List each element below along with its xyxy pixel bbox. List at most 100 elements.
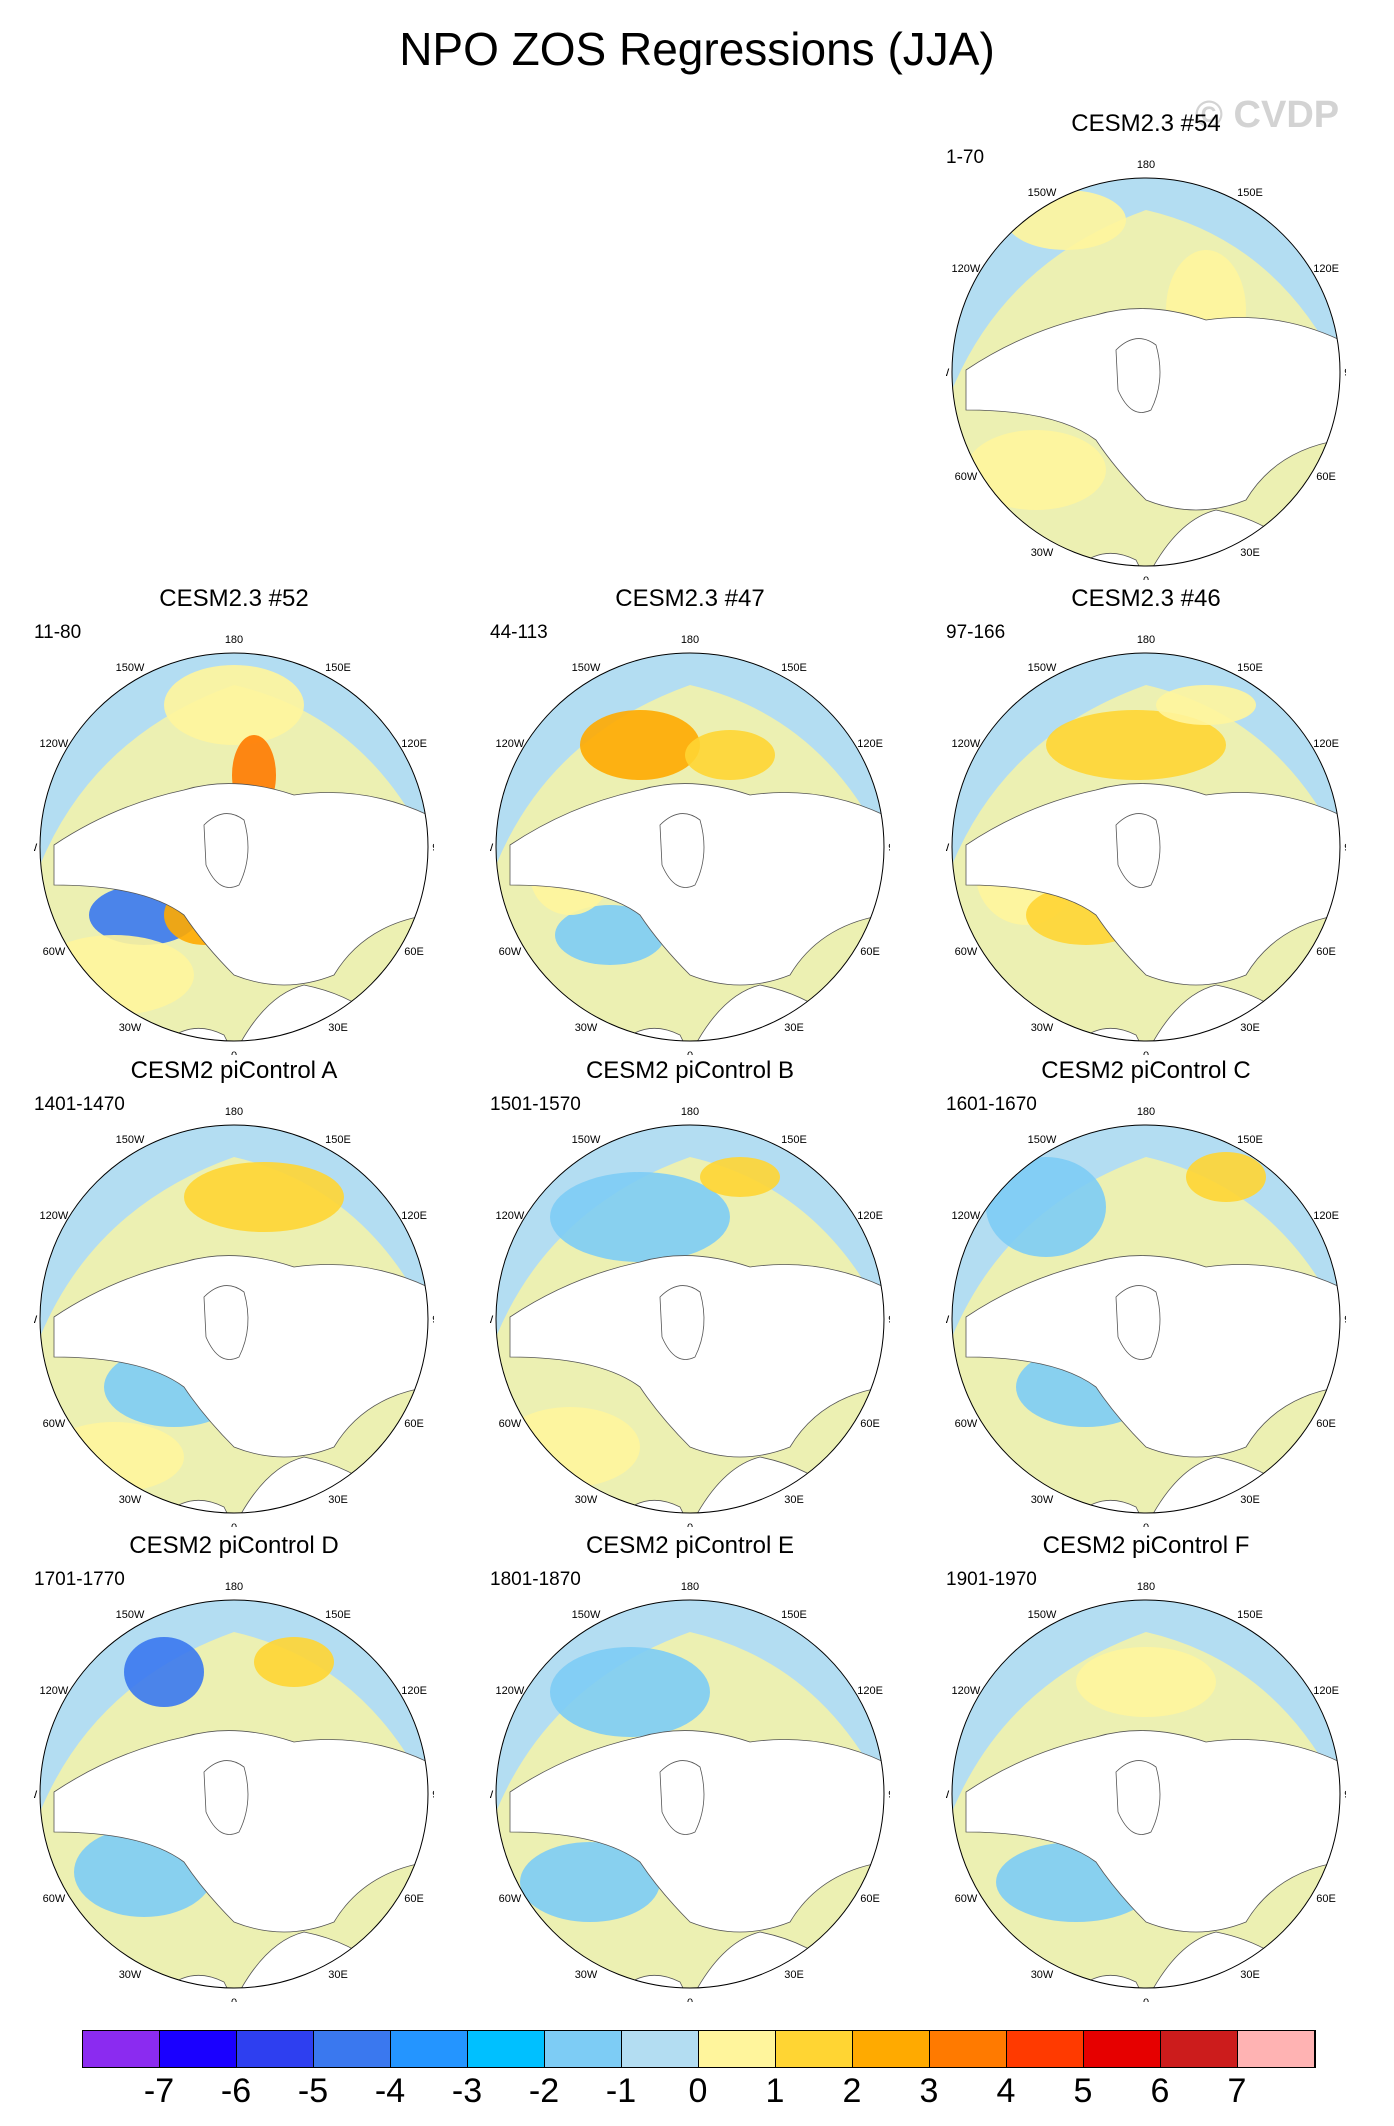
land-mass [509, 783, 884, 986]
longitude-label: 90W [946, 1314, 950, 1326]
colorbar-tick-label: 2 [842, 2072, 862, 2110]
longitude-label: 60W [955, 471, 978, 483]
anomaly-blob [520, 1842, 660, 1922]
longitude-label: 60W [955, 946, 978, 958]
longitude-label: 120W [496, 738, 525, 750]
panel-year-range: 1801-1870 [490, 1569, 581, 1590]
longitude-label: 120W [952, 1210, 981, 1222]
anomaly-blob [124, 1637, 204, 1707]
panel-year-range: 44-113 [490, 622, 548, 643]
longitude-label: 60E [404, 946, 424, 958]
colorbar [82, 2030, 1316, 2068]
longitude-label: 150E [781, 1609, 807, 1621]
land-mass [1065, 1028, 1147, 1041]
land-mass [609, 1500, 691, 1513]
longitude-label: 90W [946, 367, 950, 379]
colorbar-tick-label: -6 [220, 2072, 252, 2110]
longitude-label: 150W [572, 1134, 601, 1146]
longitude-label: 60E [404, 1418, 424, 1430]
longitude-label: 0 [1143, 575, 1149, 580]
map-border [39, 1124, 429, 1514]
colorbar-box [1007, 2031, 1084, 2067]
longitude-label: 150W [1028, 187, 1057, 199]
longitude-label: 30E [328, 1494, 348, 1506]
longitude-label: 90E [432, 1314, 434, 1326]
longitude-label: 0 [231, 1522, 237, 1527]
longitude-label: 150E [781, 662, 807, 674]
longitude-label: 90E [1344, 1314, 1346, 1326]
colorbar-tick-label: -1 [605, 2072, 637, 2110]
longitude-label: 90E [432, 1789, 434, 1801]
map-border [39, 652, 429, 1042]
colorbar-box [160, 2031, 237, 2067]
panel-title: CESM2.3 #46 [1071, 585, 1221, 612]
longitude-label: 180 [225, 634, 243, 646]
colorbar-box [83, 2031, 160, 2067]
anomaly-blob [580, 710, 700, 780]
longitude-label: 30W [1031, 1022, 1054, 1034]
map-border [951, 652, 1341, 1042]
longitude-label: 90E [888, 1789, 890, 1801]
map-border [951, 1599, 1341, 1989]
longitude-label: 60W [955, 1893, 978, 1905]
greenland [1115, 1285, 1161, 1360]
longitude-label: 180 [681, 1106, 699, 1118]
land-mass [53, 783, 428, 986]
land-mass [1065, 553, 1147, 566]
longitude-label: 30W [575, 1022, 598, 1034]
longitude-label: 120W [40, 1685, 69, 1697]
colorbar-tick-label: 7 [1227, 2072, 1247, 2110]
longitude-label: 30W [1031, 547, 1054, 559]
longitude-label: 60W [955, 1418, 978, 1430]
anomaly-blob [1046, 710, 1226, 780]
longitude-label: 120W [40, 738, 69, 750]
longitude-label: 0 [231, 1997, 237, 2002]
longitude-label: 30E [1240, 1494, 1260, 1506]
longitude-label: 120E [857, 738, 883, 750]
longitude-label: 90W [490, 842, 494, 854]
longitude-label: 150E [1237, 187, 1263, 199]
longitude-label: 180 [1137, 159, 1155, 171]
land-mass [965, 1255, 1340, 1458]
panel-year-range: 11-80 [34, 622, 82, 643]
longitude-label: 30E [328, 1022, 348, 1034]
longitude-label: 120E [1313, 263, 1339, 275]
colorbar-box [545, 2031, 622, 2067]
colorbar-box [699, 2031, 776, 2067]
longitude-label: 120W [496, 1210, 525, 1222]
longitude-label: 120E [401, 1685, 427, 1697]
longitude-label: 60W [499, 946, 522, 958]
longitude-label: 30E [1240, 547, 1260, 559]
polar-map: 180 150E 120E 90E 60E 30E 0 30W 60W 90W 120W 150W [34, 1106, 434, 1527]
colorbar-box [314, 2031, 391, 2067]
polar-map: 180 150E 120E 90E 60E 30E 0 30W 60W 90W 120W 150W [946, 1106, 1346, 1527]
anomaly-blob [1006, 190, 1126, 250]
watermark: © CVDP [1195, 94, 1340, 136]
longitude-label: 150W [1028, 662, 1057, 674]
map-border [495, 1124, 885, 1514]
longitude-label: 90E [1344, 367, 1346, 379]
longitude-label: 150W [1028, 1134, 1057, 1146]
longitude-label: 30W [1031, 1494, 1054, 1506]
longitude-label: 60W [43, 946, 66, 958]
map-border [951, 177, 1341, 567]
longitude-label: 0 [687, 1997, 693, 2002]
longitude-label: 150E [1237, 1134, 1263, 1146]
longitude-label: 90E [1344, 842, 1346, 854]
longitude-label: 180 [1137, 1581, 1155, 1593]
land-mass [965, 308, 1340, 511]
panel-title: CESM2 piControl C [1041, 1057, 1251, 1084]
polar-map: 180 150E 120E 90E 60E 30E 0 30W 60W 90W 120W 150W [946, 159, 1346, 580]
map-panel: CESM2.3 #46 97-166 180 150E 120E 90E 60E 30E 0 30… [946, 585, 1346, 1055]
polar-map: 180 150E 120E 90E 60E 30E 0 30W 60W 90W 120W 150W [34, 1581, 434, 2002]
greenland [659, 1285, 705, 1360]
longitude-label: 0 [1143, 1050, 1149, 1055]
panel-year-range: 1601-1670 [946, 1094, 1037, 1115]
colorbar-tick-label: 3 [919, 2072, 939, 2110]
polar-map: 180 150E 120E 90E 60E 30E 0 30W 60W 90W 120W 150W [34, 634, 434, 1055]
map-border [495, 652, 885, 1042]
